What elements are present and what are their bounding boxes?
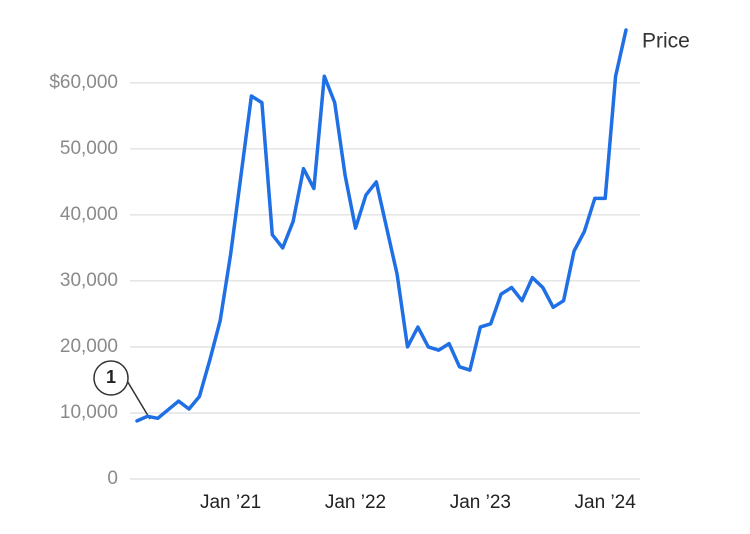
price-line bbox=[135, 28, 628, 423]
y-tick-label: $60,000 bbox=[49, 72, 118, 93]
annotation-arrow bbox=[125, 378, 151, 420]
annotation-circle bbox=[93, 360, 129, 396]
x-tick-label: Jan ’23 bbox=[450, 492, 511, 513]
x-tick-label: Jan ’21 bbox=[200, 492, 261, 513]
y-tick-label: 40,000 bbox=[60, 204, 118, 225]
y-tick-label: 50,000 bbox=[60, 138, 118, 159]
x-tick-label: Jan ’22 bbox=[325, 492, 386, 513]
y-tick-label: 0 bbox=[107, 468, 118, 489]
series-label: Price bbox=[642, 30, 690, 53]
x-tick-label: Jan ’24 bbox=[575, 492, 637, 513]
y-tick-label: 10,000 bbox=[60, 402, 118, 423]
y-tick-label: 30,000 bbox=[60, 270, 118, 291]
y-tick-label: 20,000 bbox=[60, 336, 118, 357]
annotation-label: 1 bbox=[106, 367, 116, 387]
